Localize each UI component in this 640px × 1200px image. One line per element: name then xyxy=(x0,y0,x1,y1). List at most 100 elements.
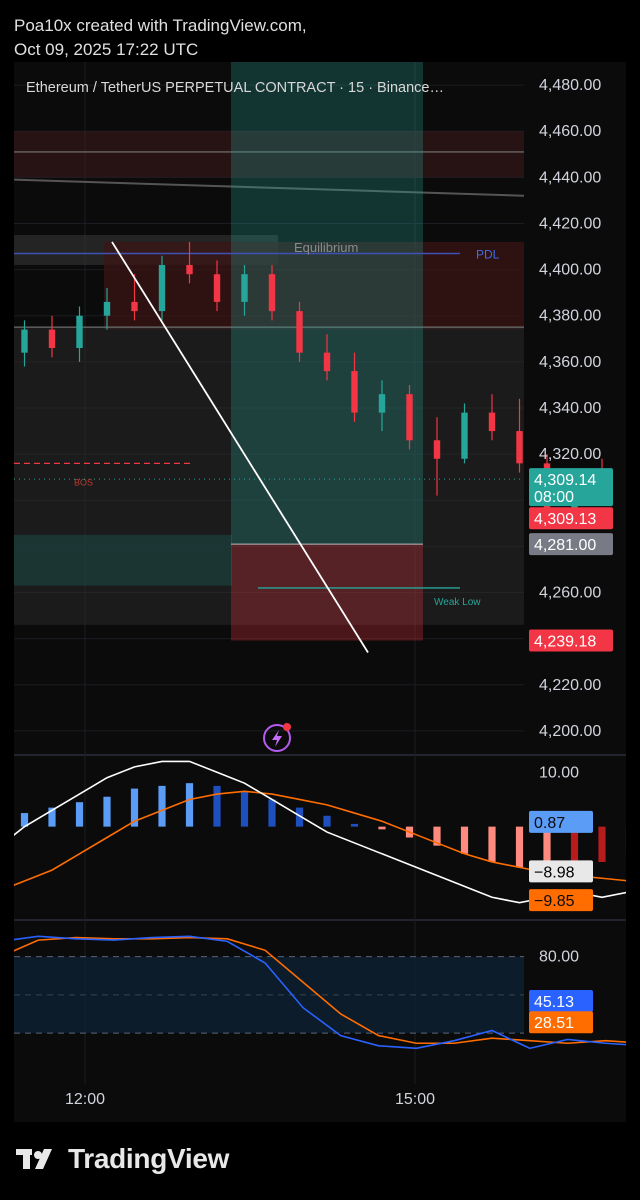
timestamp-line: Oct 09, 2025 17:22 UTC xyxy=(14,40,199,59)
y-tick-label: 4,200.00 xyxy=(539,723,601,740)
stoch-value-label: 28.51 xyxy=(534,1015,574,1032)
candle xyxy=(186,264,193,275)
candle xyxy=(406,394,413,441)
price-label: 4,239.18 xyxy=(534,634,596,651)
stoch-value-bg xyxy=(529,990,593,1013)
alert-ring xyxy=(263,724,291,752)
stoch-value-bg xyxy=(529,1011,593,1034)
y-tick-label: 4,480.00 xyxy=(539,77,601,94)
candle xyxy=(488,412,496,432)
alert-dot xyxy=(283,723,291,731)
chart-card[interactable]: PDL Equilibrium BOS Weak Low Ethereum / Teth… xyxy=(14,62,626,1122)
candle xyxy=(213,274,221,302)
macd-bar xyxy=(20,813,29,827)
candle xyxy=(268,274,276,312)
candle xyxy=(131,301,138,312)
trend-line-upper xyxy=(14,178,525,197)
macd-bar xyxy=(185,783,194,827)
macd-bar xyxy=(323,815,331,827)
stoch-tick-label: 80.00 xyxy=(539,949,579,966)
y-tick-label: 4,340.00 xyxy=(539,400,601,417)
price-label-bg xyxy=(529,629,613,652)
candle xyxy=(241,274,248,302)
macd-value-bg xyxy=(529,860,593,883)
macd-bar xyxy=(103,796,111,827)
x-tick-label: 15:00 xyxy=(395,1091,435,1108)
macd-value-label: −9.85 xyxy=(534,893,575,910)
macd-bar xyxy=(543,826,551,871)
tradingview-brand-text: TradingView xyxy=(68,1143,230,1174)
demand-zone xyxy=(14,534,232,586)
macd-tick-label: 10.00 xyxy=(539,764,579,781)
footer-logo: TradingView xyxy=(16,1142,229,1176)
macd-value-label: 0.87 xyxy=(534,815,565,832)
macd-signal-line xyxy=(14,790,626,886)
candle xyxy=(516,431,523,464)
candle xyxy=(433,440,441,459)
y-tick-label: 4,440.00 xyxy=(539,169,601,186)
candle xyxy=(378,394,386,413)
macd-bar xyxy=(570,826,579,868)
price-label: 4,309.14 xyxy=(534,472,596,489)
stoch-d-line xyxy=(14,936,626,1045)
price-label-bg xyxy=(529,507,613,530)
zones xyxy=(14,62,525,641)
candle xyxy=(323,352,331,372)
y-tick-label: 4,220.00 xyxy=(539,677,601,694)
macd-bar xyxy=(515,826,524,868)
macd-bar xyxy=(460,826,469,854)
equilibrium-label: Equilibrium xyxy=(294,240,358,255)
candle xyxy=(76,315,83,349)
candle xyxy=(48,329,56,349)
y-tick-label: 4,360.00 xyxy=(539,354,601,371)
macd-value-bg xyxy=(529,889,593,912)
y-tick-label: 4,260.00 xyxy=(539,585,601,602)
macd-bar xyxy=(350,823,359,827)
macd-bar xyxy=(75,802,84,827)
long-position-profit xyxy=(231,62,423,545)
candle xyxy=(158,264,166,312)
chart-header: Poa10x created with TradingView.com, Oct… xyxy=(14,14,307,62)
tradingview-logo-icon xyxy=(16,1149,52,1169)
x-tick-label: 12:00 xyxy=(65,1091,105,1108)
macd-bar xyxy=(488,826,496,862)
candle xyxy=(461,412,468,459)
macd-bar xyxy=(378,826,386,830)
premium-zone xyxy=(104,241,524,330)
macd-bar xyxy=(48,807,56,827)
y-tick-label: 4,460.00 xyxy=(539,123,601,140)
macd-line xyxy=(14,760,626,904)
macd-value-label: −8.98 xyxy=(534,864,575,881)
macd-bar xyxy=(240,791,249,827)
macd-value-bg xyxy=(529,810,593,833)
candle xyxy=(21,329,28,353)
macd-bar xyxy=(268,799,276,827)
bos-label: BOS xyxy=(74,477,93,487)
author-line: Poa10x created with TradingView.com, xyxy=(14,16,307,35)
price-label: 4,309.13 xyxy=(534,511,596,528)
weak-low-label: Weak Low xyxy=(434,597,481,608)
candle xyxy=(351,371,358,413)
price-label-bg xyxy=(529,533,613,556)
chart-title: Ethereum / TetherUS PERPETUAL CONTRACT ·… xyxy=(26,80,444,96)
lightning-icon xyxy=(272,730,282,747)
y-tick-label: 4,420.00 xyxy=(539,215,601,232)
macd-bar xyxy=(213,785,221,827)
macd-histogram xyxy=(20,783,626,871)
macd-bar xyxy=(130,788,139,827)
pdl-label: PDL xyxy=(476,247,500,261)
macd-bar xyxy=(433,826,441,846)
macd-bar xyxy=(295,807,304,827)
stoch-k-line xyxy=(14,935,626,1050)
price-label: 4,281.00 xyxy=(534,537,596,554)
chart-canvas[interactable]: PDL Equilibrium BOS Weak Low Ethereum / Teth… xyxy=(14,62,626,1122)
y-tick-label: 4,320.00 xyxy=(539,446,601,463)
alert-icon xyxy=(263,723,291,752)
candle xyxy=(103,301,111,316)
macd-bar xyxy=(598,826,606,862)
y-tick-label: 4,380.00 xyxy=(539,308,601,325)
supply-zone-top xyxy=(14,131,524,178)
price-label-time: 08:00 xyxy=(534,489,574,506)
candle xyxy=(296,311,303,353)
descending-trendline xyxy=(111,241,369,653)
